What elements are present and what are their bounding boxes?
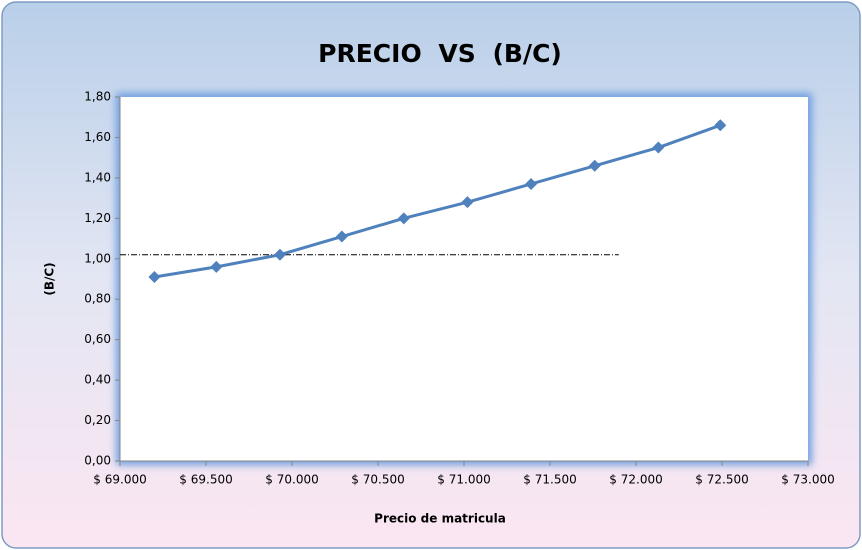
y-tick-label: 0,20 [84, 413, 111, 427]
x-tick-label: $ 70.000 [265, 473, 318, 487]
x-tick-label: $ 71.000 [437, 473, 490, 487]
data-marker [652, 141, 665, 154]
chart-title: PRECIO VS (B/C) [318, 39, 562, 68]
y-tick-label: 1,80 [84, 90, 111, 104]
data-marker [335, 230, 348, 243]
x-tick-label: $ 69.000 [93, 473, 146, 487]
data-marker [397, 212, 410, 225]
y-tick-label: 1,00 [84, 251, 111, 265]
data-marker [461, 196, 474, 209]
y-tick-label: 0,40 [84, 373, 111, 387]
data-marker [714, 119, 727, 132]
x-tick-label: $ 72.000 [609, 473, 662, 487]
y-tick-label: 0,80 [84, 292, 111, 306]
y-tick-label: 1,60 [84, 130, 111, 144]
plot-area [120, 97, 808, 461]
data-marker [210, 260, 223, 273]
x-tick-label: $ 69.500 [179, 473, 232, 487]
x-tick-label: $ 71.500 [523, 473, 576, 487]
data-marker [148, 270, 161, 283]
data-marker [273, 248, 286, 261]
data-marker [525, 177, 538, 190]
x-tick-label: $ 70.500 [351, 473, 404, 487]
y-tick-label: 0,00 [84, 454, 111, 468]
x-axis-title: Precio de matricula [374, 512, 506, 526]
x-tick-label: $ 72.500 [695, 473, 748, 487]
y-tick-label: 1,40 [84, 170, 111, 184]
data-line [154, 123, 721, 279]
y-tick-label: 1,20 [84, 211, 111, 225]
data-marker [588, 159, 601, 172]
x-tick-label: $ 73.000 [781, 473, 834, 487]
y-axis-title: (B/C) [43, 262, 57, 295]
y-tick-label: 0,60 [84, 332, 111, 346]
